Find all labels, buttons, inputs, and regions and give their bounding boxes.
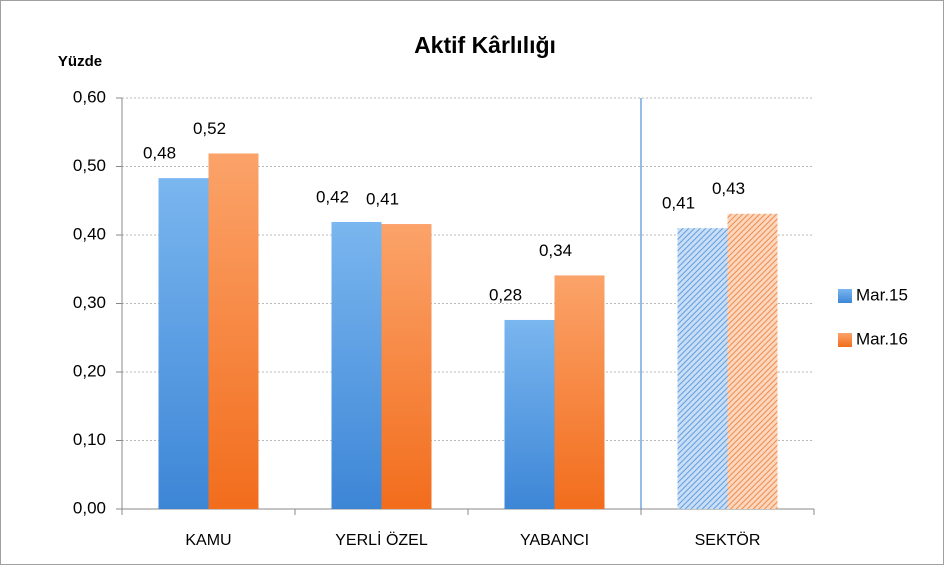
- bar: [677, 228, 728, 509]
- legend-swatch: [838, 333, 852, 347]
- y-tick-label: 0,30: [73, 293, 106, 312]
- y-tick-label: 0,40: [73, 224, 106, 243]
- legend-label: Mar.15: [856, 285, 908, 304]
- y-tick-label: 0,60: [73, 87, 106, 106]
- legend-swatch: [838, 289, 852, 303]
- x-tick-label: SEKTÖR: [695, 531, 761, 549]
- x-tick-label: KAMU: [185, 532, 231, 549]
- value-label: 0,28: [489, 285, 522, 304]
- bar: [208, 153, 259, 510]
- value-label: 0,34: [539, 241, 572, 260]
- y-tick-label: 0,20: [73, 361, 106, 380]
- bar: [554, 275, 605, 509]
- chart-title: Aktif Kârlılığı: [414, 32, 556, 58]
- x-tick-label: YERLİ ÖZEL: [335, 530, 428, 549]
- bar: [727, 213, 778, 509]
- value-label: 0,48: [143, 144, 176, 163]
- y-tick-label: 0,00: [73, 498, 106, 517]
- y-tick-label: 0,50: [73, 156, 106, 175]
- value-label: 0,52: [193, 119, 226, 138]
- x-tick-label: YABANCI: [520, 532, 589, 549]
- bar: [331, 221, 382, 510]
- value-label: 0,42: [316, 187, 349, 206]
- y-axis-label: Yüzde: [58, 53, 102, 70]
- value-label: 0,41: [662, 194, 695, 213]
- y-tick-label: 0,10: [73, 430, 106, 449]
- legend-label: Mar.16: [856, 329, 908, 348]
- value-label: 0,41: [366, 190, 399, 209]
- bar: [381, 224, 432, 510]
- value-label: 0,43: [712, 179, 745, 198]
- bar: [158, 178, 209, 509]
- bar: [504, 319, 555, 509]
